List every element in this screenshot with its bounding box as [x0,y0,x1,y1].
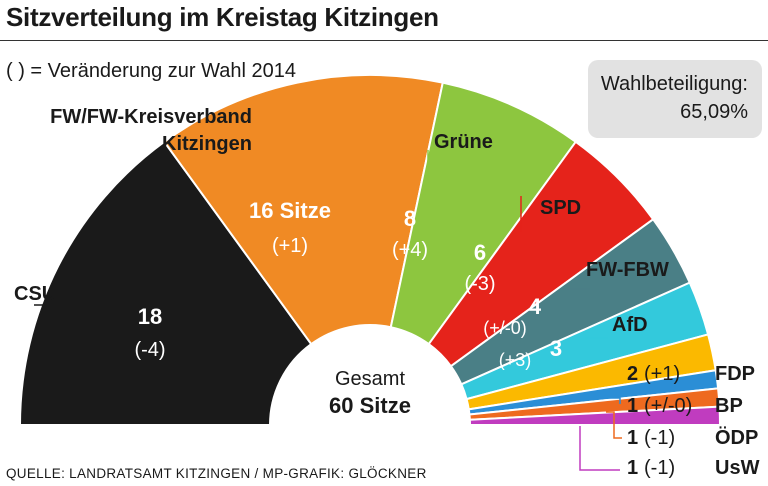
afd-change-label: (+3) [499,350,532,370]
usw-change-label: (-1) [644,457,675,479]
fw-seats-label: 16 Sitze [249,198,331,223]
gruene-seats-label: 8 [404,206,416,231]
afd-seats-label: 3 [550,336,562,361]
total-value: 60 Sitze [329,393,411,418]
gruene-name-label: Grüne [434,131,493,153]
title-divider [0,40,768,41]
usw-seats-label: 1 [627,457,638,479]
fw-change-label: (+1) [272,235,308,257]
afd-name-label: AfD [612,314,648,336]
spd-seats-label: 6 [474,240,486,265]
segment-csu [18,140,313,426]
spd-name-label: SPD [540,197,581,219]
fw-name-label-line1: FW/FW-Kreisverband [50,106,252,128]
fdp-seats-label: 2 [627,363,638,385]
fw-name-label-line2: Kitzingen [162,133,252,155]
fwfbw-name-label: FW-FBW [586,259,669,281]
usw-name-label: UsW [715,457,760,479]
oedp-seats-label: 1 [627,427,638,449]
fwfbw-change-label: (+/-0) [483,318,527,338]
total-label: Gesamt [335,368,405,390]
csu-change-label: (-4) [134,339,165,361]
gruene-change-label: (+4) [392,239,428,261]
bp-seats-label: 1 [627,395,638,417]
oedp-change-label: (-1) [644,427,675,449]
bp-name-label: BP [715,395,743,417]
csu-name-label: CSU [14,283,56,305]
turnout-value: 65,09% [680,101,748,123]
chart-subtitle: ( ) = Veränderung zur Wahl 2014 [6,60,296,82]
fdp-change-label: (+1) [644,363,680,385]
usw-leader-line [579,426,620,471]
segment-fw-fw-kreisverband [162,74,444,346]
spd-change-label: (-3) [464,273,495,295]
oedp-name-label: ÖDP [715,426,758,449]
fwfbw-seats-label: 4 [529,294,542,319]
csu-seats-label: 18 [138,304,162,329]
segment-usw [468,405,722,426]
turnout-box: Wahlbeteiligung: 65,09% [588,60,762,138]
source-note: QUELLE: LANDRATSAMT KITZINGEN / MP-GRAFI… [6,466,427,481]
bp-leader-line [606,397,621,404]
turnout-label: Wahlbeteiligung: [600,73,748,95]
fdp-name-label: FDP [715,363,755,385]
chart-title: Sitzverteilung im Kreistag Kitzingen [6,2,439,32]
oedp-leader-line [606,411,622,439]
bp-change-label: (+/-0) [644,395,692,417]
